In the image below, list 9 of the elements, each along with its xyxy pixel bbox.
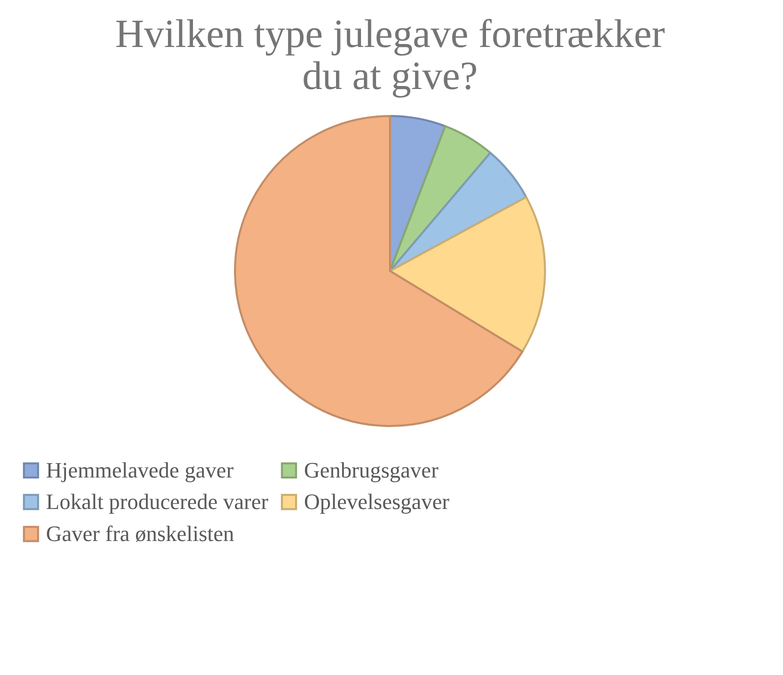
- pie-slice: [389, 196, 546, 353]
- legend-label: Oplevelsesgaver: [304, 489, 450, 514]
- pie-slice: [389, 152, 528, 272]
- legend-label: Genbrugsgaver: [304, 457, 440, 482]
- legend-label: Hjemmelavede gaver: [46, 457, 234, 482]
- pie-slice: [234, 115, 524, 427]
- legend-label: Lokalt producerede varer: [46, 489, 269, 514]
- chart-title: Hvilken type julegave foretrækker du at give?: [115, 11, 665, 98]
- legend-label: Gaver fra ønskelisten: [46, 521, 234, 546]
